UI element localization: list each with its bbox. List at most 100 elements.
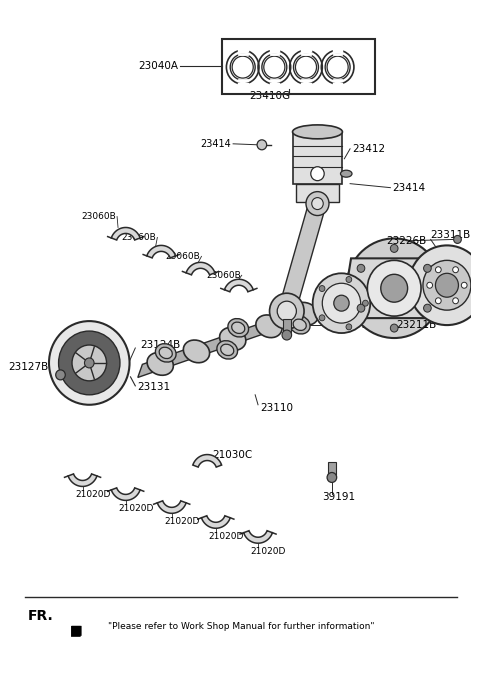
Text: 21020D: 21020D	[164, 517, 199, 526]
Circle shape	[423, 261, 471, 310]
Text: FR.: FR.	[28, 609, 54, 623]
Circle shape	[427, 282, 432, 288]
Polygon shape	[111, 227, 140, 240]
Bar	[328, 462, 336, 477]
Text: 23211B: 23211B	[396, 320, 436, 330]
Ellipse shape	[228, 319, 249, 337]
Text: 23414: 23414	[201, 139, 231, 149]
Polygon shape	[157, 501, 186, 514]
Circle shape	[277, 301, 296, 321]
Bar	[283, 319, 290, 335]
Circle shape	[357, 264, 365, 272]
Text: 23131: 23131	[137, 382, 170, 392]
Circle shape	[357, 304, 365, 312]
Polygon shape	[147, 245, 176, 258]
Text: 23513: 23513	[277, 312, 308, 322]
Text: 23060B: 23060B	[166, 252, 201, 261]
Circle shape	[367, 261, 421, 316]
Text: 21020D: 21020D	[75, 490, 110, 499]
Ellipse shape	[219, 328, 246, 350]
Polygon shape	[225, 279, 253, 292]
Polygon shape	[186, 263, 215, 275]
Text: 23060B: 23060B	[82, 212, 116, 221]
Circle shape	[346, 277, 352, 283]
Polygon shape	[278, 201, 326, 314]
Polygon shape	[244, 531, 273, 543]
Ellipse shape	[340, 170, 352, 177]
Circle shape	[435, 298, 441, 304]
Circle shape	[390, 245, 398, 252]
Text: 23510: 23510	[428, 291, 461, 301]
Text: 23127B: 23127B	[9, 362, 49, 372]
Circle shape	[390, 324, 398, 332]
Circle shape	[282, 330, 291, 340]
Polygon shape	[202, 516, 230, 528]
Circle shape	[257, 140, 267, 150]
Polygon shape	[68, 474, 97, 486]
Polygon shape	[138, 295, 344, 378]
Text: 21020D: 21020D	[251, 547, 286, 556]
Circle shape	[311, 167, 324, 181]
Text: 39191: 39191	[322, 493, 355, 502]
Circle shape	[381, 274, 408, 302]
Text: 23060B: 23060B	[206, 271, 241, 280]
Circle shape	[454, 236, 461, 243]
Circle shape	[306, 192, 329, 216]
Circle shape	[453, 267, 458, 273]
Text: 23110: 23110	[260, 403, 293, 413]
Circle shape	[49, 321, 130, 405]
Circle shape	[461, 282, 467, 288]
Ellipse shape	[156, 344, 176, 362]
Ellipse shape	[289, 315, 310, 334]
Circle shape	[312, 198, 323, 209]
Text: 23412: 23412	[352, 143, 385, 154]
Circle shape	[453, 298, 458, 304]
Polygon shape	[193, 455, 222, 467]
Text: 23311B: 23311B	[431, 231, 471, 240]
Ellipse shape	[147, 353, 173, 376]
Text: 21020D: 21020D	[208, 532, 243, 541]
Text: 23226B: 23226B	[386, 236, 427, 247]
Circle shape	[84, 358, 94, 368]
Text: 23040A: 23040A	[138, 61, 179, 71]
Circle shape	[435, 273, 458, 297]
Circle shape	[72, 345, 107, 381]
Circle shape	[319, 315, 325, 321]
Text: 23060B: 23060B	[121, 233, 156, 242]
Text: 21020D: 21020D	[118, 504, 154, 513]
Circle shape	[319, 286, 325, 292]
Circle shape	[362, 300, 368, 306]
Text: 21030C: 21030C	[212, 450, 252, 459]
Ellipse shape	[256, 315, 282, 337]
Polygon shape	[292, 132, 342, 184]
Circle shape	[408, 245, 480, 325]
Circle shape	[346, 324, 352, 330]
Polygon shape	[111, 488, 140, 500]
Polygon shape	[346, 258, 442, 318]
Ellipse shape	[232, 322, 245, 333]
Text: "Please refer to Work Shop Manual for further information": "Please refer to Work Shop Manual for fu…	[108, 622, 374, 631]
Polygon shape	[296, 184, 338, 202]
Text: 23124B: 23124B	[140, 340, 180, 350]
Ellipse shape	[292, 125, 342, 139]
Circle shape	[59, 331, 120, 395]
Bar	[222, 40, 375, 94]
Text: 23414: 23414	[392, 183, 425, 193]
Circle shape	[334, 295, 349, 311]
Polygon shape	[60, 609, 82, 636]
Circle shape	[312, 273, 370, 333]
Ellipse shape	[292, 302, 318, 325]
Circle shape	[270, 293, 304, 329]
Ellipse shape	[159, 347, 172, 358]
Circle shape	[435, 267, 441, 273]
Text: 39190A: 39190A	[348, 320, 388, 330]
Circle shape	[327, 473, 336, 482]
Text: 23410G: 23410G	[249, 91, 290, 101]
Ellipse shape	[217, 341, 238, 359]
Circle shape	[423, 304, 431, 312]
Polygon shape	[60, 610, 81, 637]
Circle shape	[322, 283, 360, 323]
Ellipse shape	[221, 344, 234, 356]
Ellipse shape	[293, 319, 306, 331]
Ellipse shape	[183, 340, 210, 362]
